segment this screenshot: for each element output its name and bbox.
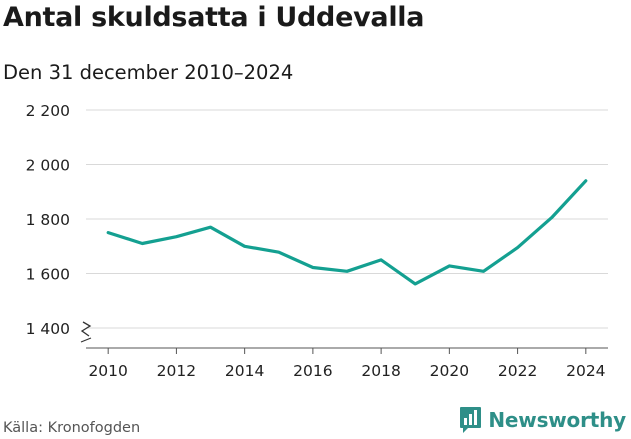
chart-title: Antal skuldsatta i Uddevalla	[3, 2, 425, 33]
y-tick-label: 2 200	[26, 102, 70, 120]
y-tick-label: 1 800	[26, 211, 70, 229]
y-tick-label: 2 000	[26, 157, 70, 175]
source-note: Källa: Kronofogden	[3, 420, 141, 436]
axis-break-icon	[80, 337, 92, 343]
x-tick-label: 2016	[293, 362, 332, 380]
y-tick-label: 1 400	[26, 320, 70, 338]
x-tick-label: 2010	[88, 362, 127, 380]
newsworthy-logo[interactable]: Newsworthy	[459, 406, 626, 434]
x-tick-label: 2020	[430, 362, 469, 380]
x-tick-label: 2012	[157, 362, 196, 380]
y-tick-label: 1 600	[26, 266, 70, 284]
newsworthy-icon	[460, 407, 482, 433]
x-tick-label: 2024	[566, 362, 605, 380]
chart-subtitle: Den 31 december 2010–2024	[3, 61, 294, 84]
x-tick-label: 2014	[225, 362, 264, 380]
brand-name: Newsworthy	[488, 408, 626, 432]
series-line	[106, 179, 588, 286]
axis-break-icon	[80, 321, 92, 337]
x-tick-label: 2022	[498, 362, 537, 380]
x-tick-label: 2018	[361, 362, 400, 380]
